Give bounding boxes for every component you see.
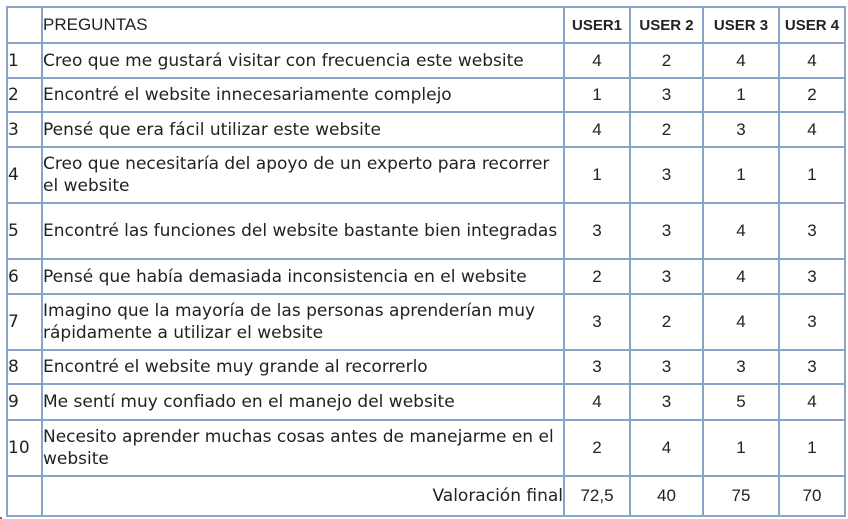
- score-user-2: 3: [629, 349, 704, 385]
- score-user-2: 2: [629, 42, 704, 79]
- row-question: Imagino que la mayoría de las personas a…: [41, 293, 565, 351]
- header-user-1: USER1: [563, 6, 631, 44]
- score-user-4: 3: [778, 258, 846, 295]
- score-user-2: 2: [629, 293, 704, 351]
- footer-row: Valoración final 72,5 40 75 70: [6, 475, 846, 517]
- row-question: Pensé que era fácil utilizar este websit…: [41, 111, 565, 148]
- score-user-2: 2: [629, 111, 704, 148]
- table-row: 6 Pensé que había demasiada inconsistenc…: [6, 258, 846, 295]
- header-user-4: USER 4: [778, 6, 846, 44]
- score-user-1: 3: [563, 293, 631, 351]
- header-user-2: USER 2: [629, 6, 704, 44]
- score-user-2: 3: [629, 258, 704, 295]
- row-question: Necesito aprender muchas cosas antes de …: [41, 419, 565, 477]
- score-user-4: 4: [778, 42, 846, 79]
- score-user-3: 1: [702, 419, 780, 477]
- table-row: 9 Me sentí muy confiado en el manejo del…: [6, 383, 846, 421]
- sus-results-table: PREGUNTAS USER1 USER 2 USER 3 USER 4 1 C…: [6, 6, 846, 517]
- score-user-4: 3: [778, 293, 846, 351]
- score-user-2: 4: [629, 419, 704, 477]
- row-question: Pensé que había demasiada inconsistencia…: [41, 258, 565, 295]
- score-user-3: 4: [702, 258, 780, 295]
- table-row: 2 Encontré el website innecesariamente c…: [6, 77, 846, 113]
- score-user-1: 2: [563, 258, 631, 295]
- score-user-1: 1: [563, 146, 631, 204]
- score-user-3: 3: [702, 349, 780, 385]
- row-question: Encontré el website muy grande al recorr…: [41, 349, 565, 385]
- score-user-1: 4: [563, 383, 631, 421]
- table-row: 7 Imagino que la mayoría de las personas…: [6, 293, 846, 351]
- table-row: 1 Creo que me gustará visitar con frecue…: [6, 42, 846, 79]
- header-preguntas: PREGUNTAS: [41, 6, 565, 44]
- header-row: PREGUNTAS USER1 USER 2 USER 3 USER 4: [6, 6, 846, 44]
- row-question: Me sentí muy confiado en el manejo del w…: [41, 383, 565, 421]
- table-row: 8 Encontré el website muy grande al reco…: [6, 349, 846, 385]
- row-number: 5: [6, 202, 43, 260]
- score-user-3: 4: [702, 202, 780, 260]
- score-user-3: 4: [702, 293, 780, 351]
- row-number: 2: [6, 77, 43, 113]
- score-user-2: 3: [629, 383, 704, 421]
- score-user-1: 4: [563, 111, 631, 148]
- score-user-4: 2: [778, 77, 846, 113]
- row-number: 9: [6, 383, 43, 421]
- score-user-4: 4: [778, 383, 846, 421]
- row-number: 8: [6, 349, 43, 385]
- score-user-1: 3: [563, 202, 631, 260]
- score-user-4: 1: [778, 146, 846, 204]
- score-user-3: 4: [702, 42, 780, 79]
- table-row: 10 Necesito aprender muchas cosas antes …: [6, 419, 846, 477]
- score-user-4: 4: [778, 111, 846, 148]
- score-user-3: 1: [702, 146, 780, 204]
- row-number: 3: [6, 111, 43, 148]
- footer-num-cell: [6, 475, 43, 517]
- corner-mark: [0, 517, 2, 519]
- header-user-3: USER 3: [702, 6, 780, 44]
- final-score-user-1: 72,5: [563, 475, 631, 517]
- score-user-1: 1: [563, 77, 631, 113]
- score-user-2: 3: [629, 146, 704, 204]
- score-user-4: 3: [778, 349, 846, 385]
- score-user-2: 3: [629, 77, 704, 113]
- score-user-1: 2: [563, 419, 631, 477]
- table-row: 4 Creo que necesitaría del apoyo de un e…: [6, 146, 846, 204]
- final-score-user-2: 40: [629, 475, 704, 517]
- score-user-3: 1: [702, 77, 780, 113]
- score-user-1: 3: [563, 349, 631, 385]
- score-user-3: 5: [702, 383, 780, 421]
- final-score-user-4: 70: [778, 475, 846, 517]
- final-score-label: Valoración final: [41, 475, 565, 517]
- row-number: 6: [6, 258, 43, 295]
- row-number: 7: [6, 293, 43, 351]
- row-number: 10: [6, 419, 43, 477]
- row-question: Encontré el website innecesariamente com…: [41, 77, 565, 113]
- table-row: 5 Encontré las funciones del website bas…: [6, 202, 846, 260]
- score-user-4: 1: [778, 419, 846, 477]
- score-user-4: 3: [778, 202, 846, 260]
- row-question: Creo que me gustará visitar con frecuenc…: [41, 42, 565, 79]
- table-row: 3 Pensé que era fácil utilizar este webs…: [6, 111, 846, 148]
- score-user-3: 3: [702, 111, 780, 148]
- row-number: 1: [6, 42, 43, 79]
- score-user-1: 4: [563, 42, 631, 79]
- row-question: Creo que necesitaría del apoyo de un exp…: [41, 146, 565, 204]
- row-question: Encontré las funciones del website basta…: [41, 202, 565, 260]
- header-num-cell: [6, 6, 43, 44]
- row-number: 4: [6, 146, 43, 204]
- score-user-2: 3: [629, 202, 704, 260]
- final-score-user-3: 75: [702, 475, 780, 517]
